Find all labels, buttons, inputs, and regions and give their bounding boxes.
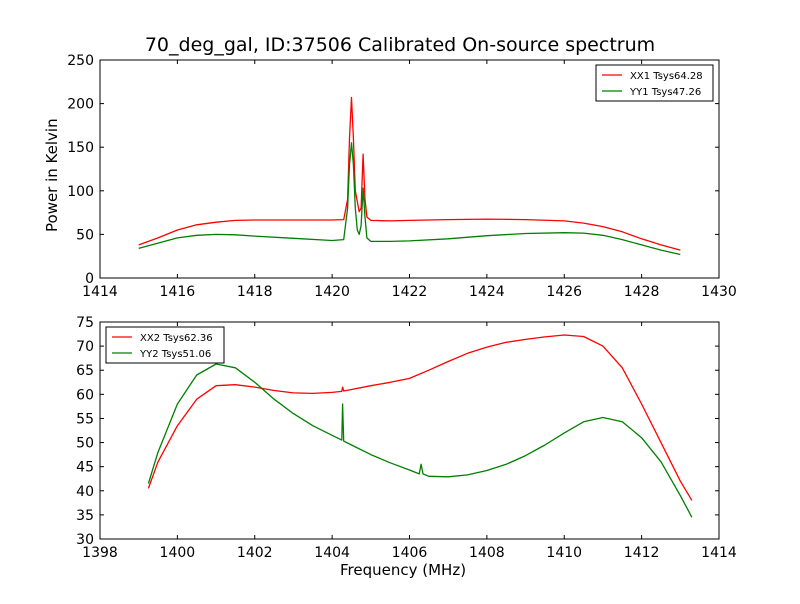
top-legend: XX1 Tsys64.28 YY1 Tsys47.26 bbox=[595, 64, 714, 102]
top-x-tick-label: 1420 bbox=[314, 284, 350, 300]
top-legend-box bbox=[595, 64, 714, 102]
chart-title: 70_deg_gal, ID:37506 Calibrated On-sourc… bbox=[144, 34, 656, 56]
bottom-x-tick-label: 1412 bbox=[624, 545, 660, 561]
top-x-tick-label: 1422 bbox=[392, 284, 428, 300]
top-legend-label-0: XX1 Tsys64.28 bbox=[630, 71, 703, 82]
bottom-y-tick-label: 70 bbox=[76, 339, 94, 355]
top-y-tick-label: 250 bbox=[67, 53, 94, 69]
top-x-tick-label: 1414 bbox=[82, 284, 118, 300]
top-y-tick-label: 50 bbox=[76, 227, 94, 243]
top-y-axis-label: Power in Kelvin bbox=[43, 118, 61, 232]
bottom-legend: XX2 Tsys62.36 YY2 Tsys51.06 bbox=[105, 326, 225, 364]
top-x-tick-label: 1424 bbox=[469, 284, 505, 300]
top-x-tick-label: 1418 bbox=[237, 284, 273, 300]
top-y-tick-label: 200 bbox=[67, 97, 94, 113]
bottom-y-tick-label: 50 bbox=[76, 436, 94, 452]
bottom-y-tick-label: 55 bbox=[76, 411, 94, 427]
bottom-series-line-1 bbox=[147, 363, 693, 518]
bottom-legend-label-0: XX2 Tsys62.36 bbox=[140, 333, 213, 344]
bottom-y-tick-label: 30 bbox=[76, 532, 94, 548]
bottom-x-tick-label: 1398 bbox=[82, 545, 118, 561]
top-y-tick-label: 100 bbox=[67, 184, 94, 200]
top-y-tick-label: 0 bbox=[85, 271, 94, 287]
top-x-tick-label: 1428 bbox=[624, 284, 660, 300]
bottom-x-tick-label: 1400 bbox=[160, 545, 196, 561]
bottom-y-tick-label: 60 bbox=[76, 387, 94, 403]
bottom-y-tick-label: 45 bbox=[76, 460, 94, 476]
bottom-y-tick-label: 65 bbox=[76, 363, 94, 379]
top-x-tick-label: 1426 bbox=[546, 284, 582, 300]
bottom-x-tick-label: 1402 bbox=[237, 545, 273, 561]
bottom-series-line-0 bbox=[147, 334, 693, 501]
bottom-x-tick-label: 1404 bbox=[314, 545, 350, 561]
bottom-x-tick-label: 1414 bbox=[701, 545, 737, 561]
bottom-x-axis-label: Frequency (MHz) bbox=[340, 561, 467, 579]
top-y-tick-label: 150 bbox=[67, 140, 94, 156]
bottom-x-tick-label: 1406 bbox=[392, 545, 428, 561]
top-series-line-0 bbox=[138, 96, 681, 251]
bottom-y-tick-label: 75 bbox=[76, 315, 94, 331]
top-panel: 1414 1416 1418 1420 1422 1424 1426 1428 1430 0 50 1… bbox=[67, 53, 737, 300]
bottom-x-tick-label: 1410 bbox=[546, 545, 582, 561]
bottom-panel: 1398 1400 1402 1404 1406 1408 1410 1412 1414 30 35… bbox=[76, 315, 737, 561]
top-x-tick-label: 1416 bbox=[160, 284, 196, 300]
top-legend-label-1: YY1 Tsys47.26 bbox=[629, 87, 701, 98]
bottom-legend-label-1: YY2 Tsys51.06 bbox=[139, 349, 211, 360]
bottom-legend-box bbox=[105, 326, 225, 364]
bottom-y-tick-label: 40 bbox=[76, 484, 94, 500]
bottom-y-tick-label: 35 bbox=[76, 508, 94, 524]
top-x-tick-label: 1430 bbox=[701, 284, 737, 300]
bottom-x-tick-label: 1408 bbox=[469, 545, 505, 561]
top-series-line-1 bbox=[138, 142, 681, 256]
